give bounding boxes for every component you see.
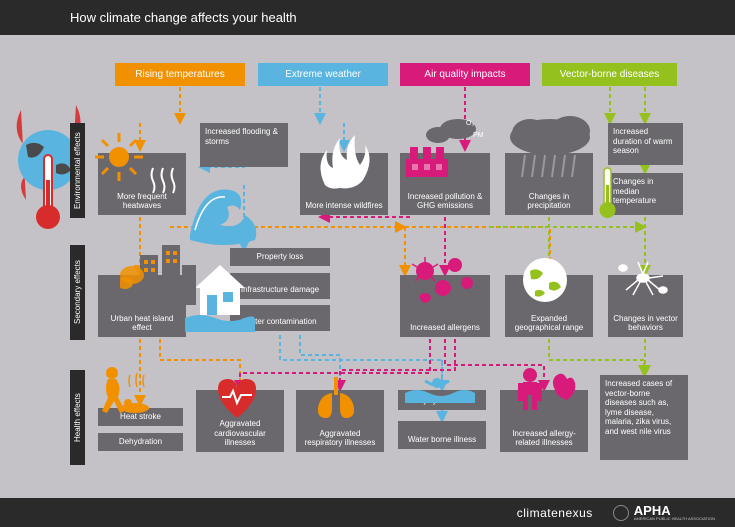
card-dehydration: Dehydration — [98, 433, 183, 451]
card-injury: Injury & death — [398, 390, 486, 410]
page-title: How climate change affects your health — [0, 0, 735, 35]
brand-climatenexus: climatenexus — [517, 506, 593, 520]
card-warmseason: Increased duration of warm season — [608, 123, 683, 165]
svg-text:PM: PM — [473, 132, 484, 139]
diagram-canvas: Rising temperatures Extreme weather Air qu… — [0, 35, 735, 510]
card-precip: Changes in precipitation — [505, 153, 593, 215]
card-georange: Expanded geographical range — [505, 275, 593, 337]
card-wildfires: More intense wildfires — [300, 153, 388, 215]
card-waterborne: Water borne illness — [398, 421, 486, 449]
card-vectorbeh: Changes in vector behaviors — [608, 275, 683, 337]
card-watercon: Water contamination — [230, 305, 330, 331]
card-mediantemp: Changes in median temperature — [608, 173, 683, 215]
apha-logo-icon — [613, 505, 629, 521]
card-cardio: Aggravated cardiovascular illnesses — [196, 390, 284, 452]
category-extreme-weather: Extreme weather — [258, 63, 388, 86]
category-air-quality-impacts: Air quality impacts — [400, 63, 530, 86]
card-vectordis: Increased cases of vector-borne diseases… — [600, 375, 688, 460]
card-proploss: Property loss — [230, 248, 330, 266]
svg-text:O₃: O₃ — [466, 120, 474, 127]
row-label-environmental-effects: Environmental effects — [70, 123, 85, 218]
footer-bar: climatenexus APHA AMERICAN PUBLIC HEALTH… — [0, 498, 735, 527]
card-heatstroke: Heat stroke — [98, 408, 183, 426]
card-infra: Infrastructure damage — [230, 273, 330, 299]
card-pollution: Increased pollution & GHG emissions — [400, 153, 490, 215]
category-vector-borne-diseases: Vector-borne diseases — [542, 63, 677, 86]
wave-tsunami-icon — [185, 165, 270, 260]
brand-apha: APHA AMERICAN PUBLIC HEALTH ASSOCIATION — [613, 504, 715, 521]
card-heatwaves: More frequent heatwaves — [98, 153, 186, 215]
category-rising-temperatures: Rising temperatures — [115, 63, 245, 86]
row-label-health-effects: Health effects — [70, 370, 85, 465]
card-urbanheat: Urban heat island effect — [98, 275, 186, 337]
card-respiratory: Aggravated respiratory illnesses — [296, 390, 384, 452]
card-allergens: Increased allergens — [400, 275, 490, 337]
card-allergyill: Increased allergy-related illnesses — [500, 390, 588, 452]
card-flooding: Increased flooding & storms — [200, 123, 288, 167]
row-label-secondary-effects: Secondary effects — [70, 245, 85, 340]
